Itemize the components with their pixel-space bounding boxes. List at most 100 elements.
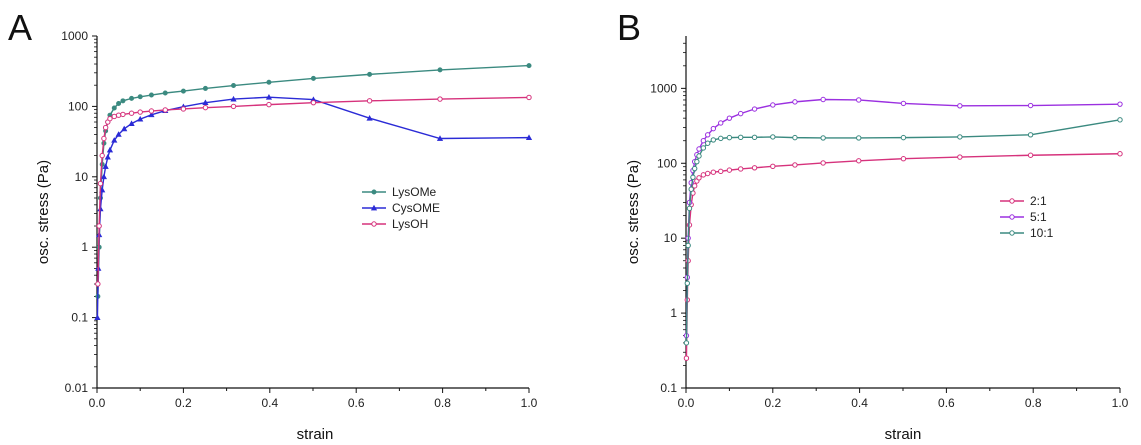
- series-10:1: [683, 117, 1123, 346]
- data-point: [1117, 151, 1123, 157]
- y-tick-label: 10: [664, 231, 678, 245]
- data-point: [370, 204, 378, 211]
- data-point: [820, 160, 826, 166]
- data-point: [162, 90, 168, 96]
- data-point: [104, 153, 111, 160]
- data-point: [230, 103, 237, 110]
- data-point: [718, 135, 724, 142]
- data-point: [367, 71, 373, 77]
- legend-label: 10:1: [1030, 226, 1054, 240]
- data-point: [710, 125, 717, 132]
- data-point: [1027, 152, 1034, 158]
- data-point: [366, 114, 373, 121]
- data-point: [684, 280, 691, 286]
- x-tick-label: 0.0: [89, 396, 106, 410]
- panel-a-y-axis-label: osc. stress (Pa): [35, 160, 52, 264]
- data-point: [957, 134, 963, 140]
- data-point: [111, 105, 117, 111]
- data-point: [120, 111, 126, 118]
- data-point: [437, 96, 443, 102]
- x-tick-label: 1.0: [521, 396, 538, 410]
- x-tick-label: 0.6: [348, 396, 365, 410]
- data-point: [705, 140, 711, 146]
- legend-label: 2:1: [1030, 194, 1047, 208]
- data-point: [115, 112, 122, 118]
- data-point: [710, 137, 717, 143]
- data-point: [94, 314, 101, 320]
- data-point: [111, 113, 117, 120]
- data-point: [694, 158, 700, 165]
- data-point: [686, 205, 693, 212]
- y-tick-label: 10: [75, 170, 89, 184]
- data-point: [1009, 214, 1015, 220]
- data-point: [265, 94, 273, 100]
- x-tick-label: 0.8: [434, 396, 451, 410]
- legend-entry: CysOME: [362, 201, 440, 215]
- data-point: [690, 174, 696, 180]
- data-point: [101, 135, 107, 142]
- data-point: [691, 183, 698, 189]
- data-point: [310, 75, 316, 81]
- x-tick-label: 0.0: [678, 396, 695, 410]
- y-tick-label: 0.1: [71, 311, 88, 325]
- data-point: [180, 88, 186, 94]
- series-line: [97, 96, 530, 285]
- panel-b-legend: 2:1 5:1 10:1: [1000, 194, 1054, 240]
- data-point: [691, 165, 698, 172]
- data-point: [856, 97, 862, 103]
- y-tick-label: 1000: [61, 29, 88, 43]
- data-point: [137, 109, 143, 115]
- y-tick-label: 1: [670, 306, 677, 320]
- x-tick-label: 0.2: [764, 396, 781, 410]
- panel-a: A 0.0 0.2 0.4 0.6 0.8 1.0 0.01 0.1 1 10 100 1000 Ly…: [8, 7, 538, 443]
- panel-b-axes: 0.0 0.2 0.4 0.6 0.8 1.0 0.1 1 10 100 1000: [650, 36, 1129, 410]
- y-tick-label: 0.01: [65, 381, 89, 395]
- data-point: [107, 115, 113, 122]
- data-point: [770, 102, 776, 108]
- data-point: [737, 166, 744, 172]
- data-point: [900, 100, 907, 107]
- x-tick-label: 0.2: [175, 396, 192, 410]
- data-point: [751, 165, 758, 171]
- data-point: [792, 162, 798, 168]
- panel-a-legend: LysOMe CysOME LysOH: [362, 185, 440, 231]
- data-point: [685, 242, 691, 249]
- data-point: [856, 158, 862, 164]
- data-point: [710, 169, 717, 175]
- panel-letter-a: A: [8, 7, 32, 48]
- data-point: [718, 168, 724, 175]
- data-point: [202, 104, 209, 111]
- data-point: [683, 340, 690, 346]
- data-point: [751, 134, 758, 141]
- legend-label: 5:1: [1030, 210, 1047, 224]
- legend-label: LysOH: [392, 217, 428, 231]
- y-tick-label: 100: [657, 156, 677, 170]
- data-point: [1027, 132, 1034, 138]
- data-point: [106, 146, 114, 153]
- y-tick-label: 100: [68, 99, 88, 113]
- data-point: [1009, 198, 1015, 204]
- data-point: [129, 95, 135, 101]
- data-point: [148, 92, 154, 98]
- data-point: [820, 135, 826, 141]
- data-point: [310, 99, 317, 106]
- data-point: [856, 135, 862, 141]
- data-point: [1117, 101, 1123, 107]
- data-point: [116, 100, 122, 106]
- legend-entry: LysOMe: [362, 185, 437, 199]
- x-tick-label: 0.6: [938, 396, 955, 410]
- data-point: [700, 172, 707, 178]
- y-tick-label: 1: [81, 240, 88, 254]
- data-point: [900, 134, 907, 141]
- data-point: [770, 163, 776, 170]
- data-point: [102, 163, 109, 169]
- data-point: [792, 134, 798, 141]
- data-point: [95, 281, 101, 287]
- legend-entry: LysOH: [362, 217, 428, 231]
- data-point: [128, 110, 135, 116]
- data-point: [371, 189, 377, 195]
- data-point: [705, 170, 711, 177]
- data-point: [148, 108, 155, 114]
- data-point: [137, 94, 143, 100]
